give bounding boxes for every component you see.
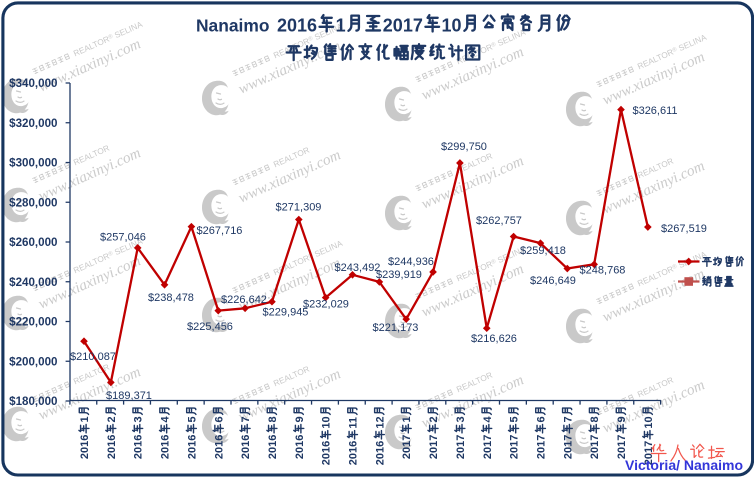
svg-text:9: 9 — [616, 416, 628, 422]
svg-text:12: 12 — [374, 416, 386, 428]
svg-text:10: 10 — [442, 16, 462, 36]
svg-text:$257,046: $257,046 — [100, 231, 146, 243]
svg-text:2017: 2017 — [455, 435, 467, 459]
svg-text:$189,371: $189,371 — [106, 390, 152, 402]
svg-text:$225,456: $225,456 — [187, 321, 233, 333]
svg-text:$262,757: $262,757 — [476, 215, 522, 227]
svg-text:2016: 2016 — [267, 435, 279, 459]
svg-text:2016: 2016 — [240, 435, 252, 459]
svg-text:$229,945: $229,945 — [263, 306, 309, 318]
svg-text:11: 11 — [348, 417, 360, 429]
svg-text:$340,000: $340,000 — [9, 77, 57, 90]
svg-text:$259,418: $259,418 — [520, 245, 566, 257]
svg-text:$300,000: $300,000 — [9, 157, 57, 170]
svg-text:2016: 2016 — [277, 16, 317, 36]
svg-text:4: 4 — [482, 416, 494, 423]
svg-text:1: 1 — [401, 416, 413, 422]
svg-text:$246,649: $246,649 — [530, 275, 576, 287]
svg-text:2017: 2017 — [616, 435, 628, 459]
svg-text:$239,919: $239,919 — [376, 269, 422, 281]
svg-text:10: 10 — [321, 416, 333, 428]
svg-text:2016: 2016 — [186, 435, 198, 459]
svg-text:Victoria/ Nanaimo: Victoria/ Nanaimo — [625, 457, 743, 473]
svg-text:9: 9 — [294, 416, 306, 422]
svg-text:2017: 2017 — [535, 435, 547, 459]
svg-text:2016: 2016 — [79, 435, 91, 459]
svg-text:$267,519: $267,519 — [661, 223, 707, 235]
svg-text:2017: 2017 — [589, 435, 601, 459]
svg-text:8: 8 — [267, 416, 279, 422]
svg-text:$260,000: $260,000 — [9, 236, 57, 249]
svg-text:2017: 2017 — [401, 435, 413, 459]
svg-text:$240,000: $240,000 — [9, 276, 57, 289]
svg-text:1: 1 — [336, 16, 346, 36]
svg-text:3: 3 — [455, 416, 467, 422]
svg-text:8: 8 — [589, 416, 601, 422]
svg-text:6: 6 — [213, 416, 225, 422]
svg-text:$232,029: $232,029 — [303, 298, 349, 310]
svg-text:$280,000: $280,000 — [9, 196, 57, 209]
svg-text:2016: 2016 — [160, 435, 172, 459]
svg-text:$226,642: $226,642 — [221, 294, 267, 306]
svg-text:2016: 2016 — [321, 441, 333, 465]
svg-text:5: 5 — [186, 416, 198, 422]
svg-text:2016: 2016 — [213, 435, 225, 459]
svg-text:2017: 2017 — [643, 441, 655, 465]
svg-text:3: 3 — [133, 416, 145, 422]
svg-text:2017: 2017 — [562, 435, 574, 459]
svg-text:1: 1 — [79, 416, 91, 422]
svg-text:2016: 2016 — [374, 441, 386, 465]
svg-text:$267,716: $267,716 — [197, 225, 243, 237]
svg-text:$238,478: $238,478 — [148, 292, 194, 304]
svg-text:4: 4 — [160, 416, 172, 423]
svg-text:2017: 2017 — [509, 435, 521, 459]
svg-text:$180,000: $180,000 — [9, 395, 57, 408]
svg-text:$271,309: $271,309 — [276, 201, 322, 213]
svg-text:$244,936: $244,936 — [388, 256, 434, 268]
svg-text:$320,000: $320,000 — [9, 117, 57, 130]
svg-text:$210,087: $210,087 — [70, 351, 116, 363]
svg-text:$243,492: $243,492 — [335, 262, 381, 274]
svg-text:$299,750: $299,750 — [441, 141, 487, 153]
svg-text:2: 2 — [428, 416, 440, 422]
svg-text:$326,611: $326,611 — [632, 105, 677, 117]
svg-text:2017: 2017 — [482, 435, 494, 459]
svg-text:2016: 2016 — [348, 441, 360, 465]
svg-text:$220,000: $220,000 — [9, 316, 57, 329]
svg-text:2017: 2017 — [383, 16, 423, 36]
svg-text:$216,626: $216,626 — [471, 333, 517, 345]
svg-text:2016: 2016 — [106, 435, 118, 459]
svg-text:Nanaimo: Nanaimo — [196, 16, 269, 36]
svg-text:$221,173: $221,173 — [373, 322, 419, 334]
svg-text:2016: 2016 — [294, 435, 306, 459]
svg-text:6: 6 — [535, 416, 547, 422]
svg-text:10: 10 — [643, 416, 655, 428]
svg-text:$200,000: $200,000 — [9, 355, 57, 368]
svg-text:7: 7 — [240, 416, 252, 422]
svg-text:2016: 2016 — [133, 435, 145, 459]
svg-text:7: 7 — [562, 416, 574, 422]
svg-text:2: 2 — [106, 416, 118, 422]
svg-text:5: 5 — [509, 416, 521, 422]
svg-text:$248,768: $248,768 — [580, 264, 626, 276]
svg-text:2017: 2017 — [428, 435, 440, 459]
